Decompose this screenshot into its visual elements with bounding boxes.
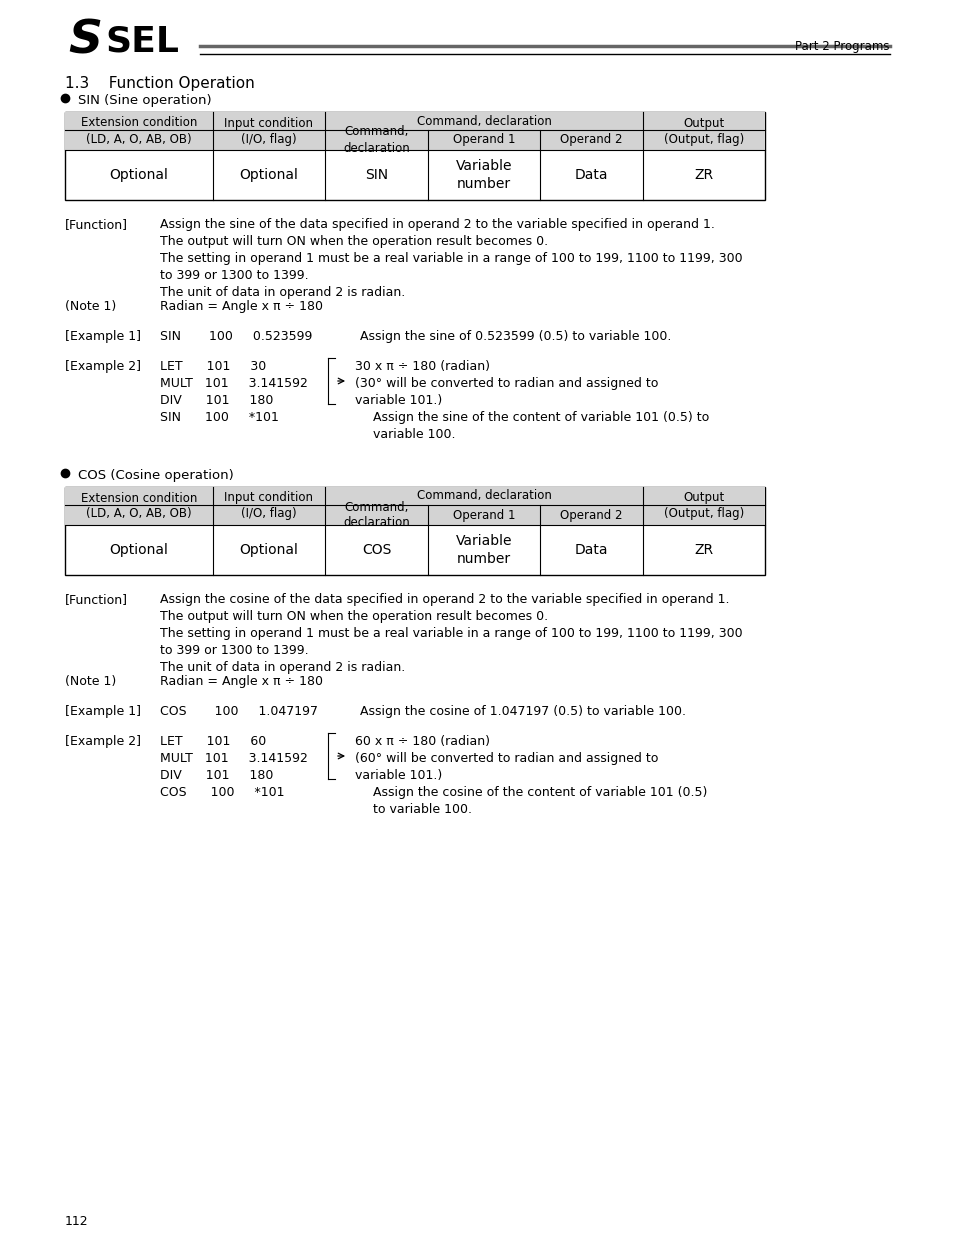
- Text: LET      101     30: LET 101 30: [160, 359, 266, 373]
- Text: (Note 1): (Note 1): [65, 676, 116, 688]
- Text: Assign the cosine of 1.047197 (0.5) to variable 100.: Assign the cosine of 1.047197 (0.5) to v…: [359, 705, 685, 718]
- Text: COS: COS: [361, 543, 391, 557]
- Text: Command,
declaration: Command, declaration: [343, 500, 410, 530]
- Text: Input condition
(I/O, flag): Input condition (I/O, flag): [224, 116, 314, 146]
- Text: Part 2 Programs: Part 2 Programs: [795, 40, 889, 53]
- Text: variable 101.): variable 101.): [355, 394, 442, 408]
- Text: Data: Data: [574, 543, 608, 557]
- Text: Variable
number: Variable number: [456, 534, 512, 566]
- Text: SIN      100     *101: SIN 100 *101: [160, 411, 278, 424]
- Text: Optional: Optional: [110, 168, 169, 182]
- Text: Optional: Optional: [239, 543, 298, 557]
- Text: S: S: [68, 19, 102, 63]
- Text: Assign the sine of the data specified in operand 2 to the variable specified in : Assign the sine of the data specified in…: [160, 219, 741, 299]
- Text: (Note 1): (Note 1): [65, 300, 116, 312]
- Text: ZR: ZR: [694, 543, 713, 557]
- Text: Operand 1: Operand 1: [453, 133, 515, 147]
- Text: (60° will be converted to radian and assigned to: (60° will be converted to radian and ass…: [355, 752, 658, 764]
- Bar: [65, 505, 764, 525]
- Text: [Function]: [Function]: [65, 219, 128, 231]
- Text: [Example 1]: [Example 1]: [65, 705, 141, 718]
- Text: Data: Data: [574, 168, 608, 182]
- Text: LET      101     60: LET 101 60: [160, 735, 266, 748]
- Text: Operand 2: Operand 2: [559, 133, 622, 147]
- Text: Optional: Optional: [110, 543, 169, 557]
- Text: SEL: SEL: [105, 23, 179, 58]
- Text: SIN: SIN: [365, 168, 388, 182]
- Text: Assign the cosine of the data specified in operand 2 to the variable specified i: Assign the cosine of the data specified …: [160, 593, 741, 674]
- Text: 112: 112: [65, 1215, 89, 1228]
- Text: Extension condition
(LD, A, O, AB, OB): Extension condition (LD, A, O, AB, OB): [81, 492, 197, 520]
- Bar: [65, 487, 764, 505]
- Bar: [65, 130, 764, 149]
- Text: 60 x π ÷ 180 (radian): 60 x π ÷ 180 (radian): [355, 735, 490, 748]
- Text: to variable 100.: to variable 100.: [373, 803, 472, 816]
- Text: COS (Cosine operation): COS (Cosine operation): [78, 469, 233, 482]
- Bar: [65, 487, 764, 576]
- Text: Assign the sine of the content of variable 101 (0.5) to: Assign the sine of the content of variab…: [373, 411, 708, 424]
- Text: Optional: Optional: [239, 168, 298, 182]
- Text: Command, declaration: Command, declaration: [416, 489, 551, 503]
- Text: Output
(Output, flag): Output (Output, flag): [663, 492, 743, 520]
- Text: DIV      101     180: DIV 101 180: [160, 769, 274, 782]
- Bar: [65, 112, 764, 130]
- Text: 1.3    Function Operation: 1.3 Function Operation: [65, 77, 254, 91]
- Text: variable 100.: variable 100.: [373, 429, 455, 441]
- Text: [Function]: [Function]: [65, 593, 128, 606]
- Text: ZR: ZR: [694, 168, 713, 182]
- Text: [Example 2]: [Example 2]: [65, 359, 141, 373]
- Text: [Example 2]: [Example 2]: [65, 735, 141, 748]
- Text: Input condition
(I/O, flag): Input condition (I/O, flag): [224, 492, 314, 520]
- Text: COS      100     *101: COS 100 *101: [160, 785, 284, 799]
- Text: MULT   101     3.141592: MULT 101 3.141592: [160, 752, 308, 764]
- Text: Command, declaration: Command, declaration: [416, 115, 551, 127]
- Text: Operand 1: Operand 1: [453, 509, 515, 521]
- Text: Radian = Angle x π ÷ 180: Radian = Angle x π ÷ 180: [160, 300, 323, 312]
- Text: Assign the cosine of the content of variable 101 (0.5): Assign the cosine of the content of vari…: [373, 785, 706, 799]
- Text: DIV      101     180: DIV 101 180: [160, 394, 274, 408]
- Text: [Example 1]: [Example 1]: [65, 330, 141, 343]
- Text: SIN (Sine operation): SIN (Sine operation): [78, 94, 212, 107]
- Text: Command,
declaration: Command, declaration: [343, 126, 410, 154]
- Text: variable 101.): variable 101.): [355, 769, 442, 782]
- Text: COS       100     1.047197: COS 100 1.047197: [160, 705, 317, 718]
- Text: MULT   101     3.141592: MULT 101 3.141592: [160, 377, 308, 390]
- Text: Assign the sine of 0.523599 (0.5) to variable 100.: Assign the sine of 0.523599 (0.5) to var…: [359, 330, 671, 343]
- Text: (30° will be converted to radian and assigned to: (30° will be converted to radian and ass…: [355, 377, 658, 390]
- Text: Extension condition
(LD, A, O, AB, OB): Extension condition (LD, A, O, AB, OB): [81, 116, 197, 146]
- Text: Output
(Output, flag): Output (Output, flag): [663, 116, 743, 146]
- Text: Variable
number: Variable number: [456, 159, 512, 191]
- Text: 30 x π ÷ 180 (radian): 30 x π ÷ 180 (radian): [355, 359, 490, 373]
- Bar: [65, 112, 764, 200]
- Text: Radian = Angle x π ÷ 180: Radian = Angle x π ÷ 180: [160, 676, 323, 688]
- Text: Operand 2: Operand 2: [559, 509, 622, 521]
- Text: SIN       100     0.523599: SIN 100 0.523599: [160, 330, 312, 343]
